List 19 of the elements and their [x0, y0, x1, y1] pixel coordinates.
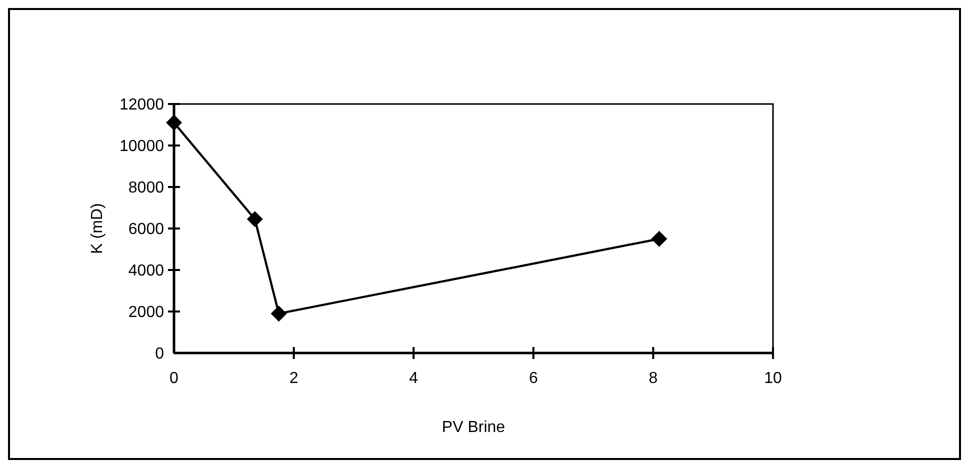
- y-tick-label: 6000: [128, 221, 164, 238]
- y-tick-label: 0: [155, 346, 164, 363]
- x-tick-label: 6: [528, 370, 538, 387]
- y-tick-label: 8000: [128, 180, 164, 197]
- x-tick-label: 10: [764, 370, 782, 387]
- point: [246, 211, 263, 228]
- point: [651, 230, 668, 247]
- y-tick-label: 2000: [128, 304, 164, 322]
- y-tick-label: 4000: [128, 262, 164, 280]
- point: [270, 306, 287, 322]
- point: [166, 114, 182, 131]
- x-tick-label: 2: [289, 370, 298, 387]
- y-tick-label: 10000: [120, 138, 164, 156]
- y-tick-label: 12000: [120, 96, 164, 114]
- x-tick-label: 0: [170, 370, 179, 387]
- x-axis-title: PV Brine: [442, 419, 506, 436]
- x-tick-label: 4: [409, 370, 418, 387]
- x-tick-label: 8: [648, 370, 658, 387]
- y-axis-title: K (mD): [89, 203, 106, 254]
